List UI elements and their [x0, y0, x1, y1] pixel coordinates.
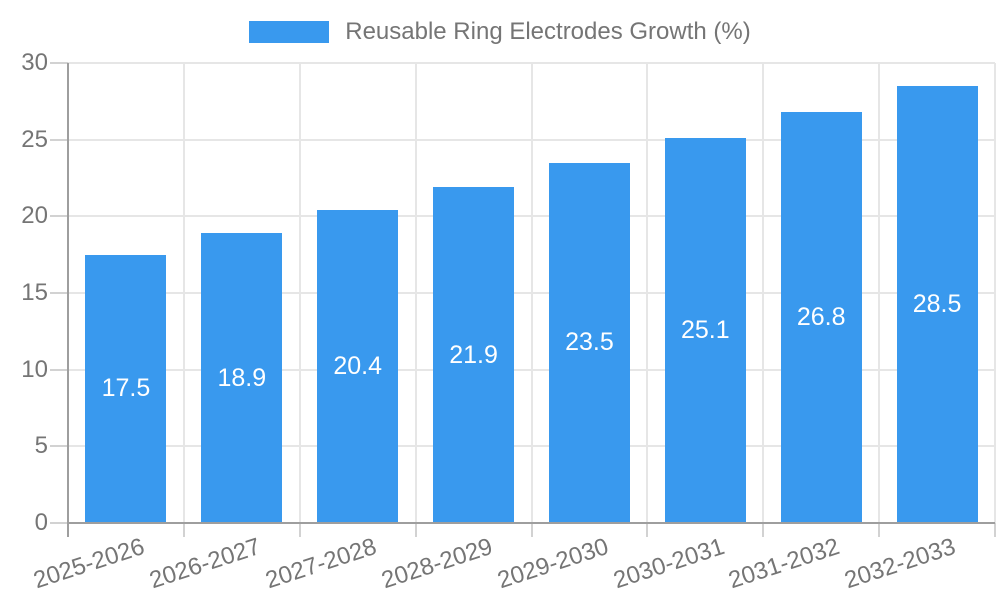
y-tick-mark — [50, 138, 68, 141]
x-gridline — [298, 63, 301, 523]
bar-value-label: 28.5 — [912, 290, 962, 318]
bar-value-label: 18.9 — [217, 363, 267, 392]
x-tick-mark — [878, 523, 881, 537]
y-tick-label: 5 — [34, 432, 48, 460]
x-tick-mark — [182, 523, 185, 537]
bar — [85, 254, 167, 522]
x-gridline — [994, 63, 996, 523]
x-tick-mark — [298, 523, 301, 537]
bar-value-label: 20.4 — [333, 352, 383, 381]
bar — [201, 233, 283, 522]
bar — [548, 162, 630, 522]
x-tick-mark — [646, 523, 649, 537]
bar-value-label: 21.9 — [449, 340, 498, 369]
y-tick-label: 30 — [21, 49, 48, 76]
bar-value-label: 26.8 — [796, 303, 846, 332]
x-tick-mark — [994, 523, 996, 537]
x-gridline — [646, 63, 649, 523]
y-tick-label: 0 — [34, 509, 48, 536]
x-axis-line — [68, 522, 995, 524]
y-tick-mark — [50, 522, 68, 524]
legend: Reusable Ring Electrodes Growth (%) — [0, 19, 1000, 45]
y-tick-mark — [50, 215, 68, 218]
x-tick-mark — [414, 523, 417, 537]
x-tick-label: 2029-2030 — [493, 533, 612, 595]
legend-swatch — [249, 21, 330, 43]
x-tick-mark — [762, 523, 765, 537]
bar-value-label: 25.1 — [680, 316, 730, 345]
x-gridline — [414, 63, 417, 523]
x-gridline — [182, 63, 185, 523]
y-tick-mark — [50, 292, 68, 294]
x-tick-label: 2026-2027 — [146, 533, 264, 595]
bar — [780, 112, 862, 522]
bar — [896, 86, 978, 522]
y-tick-label: 15 — [21, 279, 48, 306]
bar-value-label: 17.5 — [101, 374, 151, 403]
legend-label: Reusable Ring Electrodes Growth (%) — [345, 18, 751, 45]
y-tick-mark — [50, 368, 68, 371]
bar — [433, 187, 515, 522]
x-tick-mark — [530, 523, 533, 537]
x-tick-label: 2028-2029 — [378, 533, 496, 595]
x-gridline — [762, 63, 765, 523]
bar — [664, 138, 746, 522]
x-tick-label: 2031-2032 — [725, 533, 844, 595]
x-tick-label: 2030-2031 — [609, 533, 728, 595]
x-gridline — [878, 63, 881, 523]
bar — [317, 210, 399, 522]
y-tick-label: 10 — [21, 355, 48, 383]
y-tick-mark — [50, 445, 68, 448]
y-tick-label: 20 — [21, 202, 48, 230]
bar-value-label: 23.5 — [565, 328, 614, 357]
y-tick-mark — [50, 62, 68, 64]
x-gridline — [530, 63, 533, 523]
x-tick-label: 2027-2028 — [262, 533, 380, 595]
x-tick-label: 2032-2033 — [841, 533, 960, 595]
y-tick-label: 25 — [21, 125, 48, 153]
x-tick-label: 2025-2026 — [30, 533, 148, 595]
y-axis-line — [67, 63, 69, 537]
